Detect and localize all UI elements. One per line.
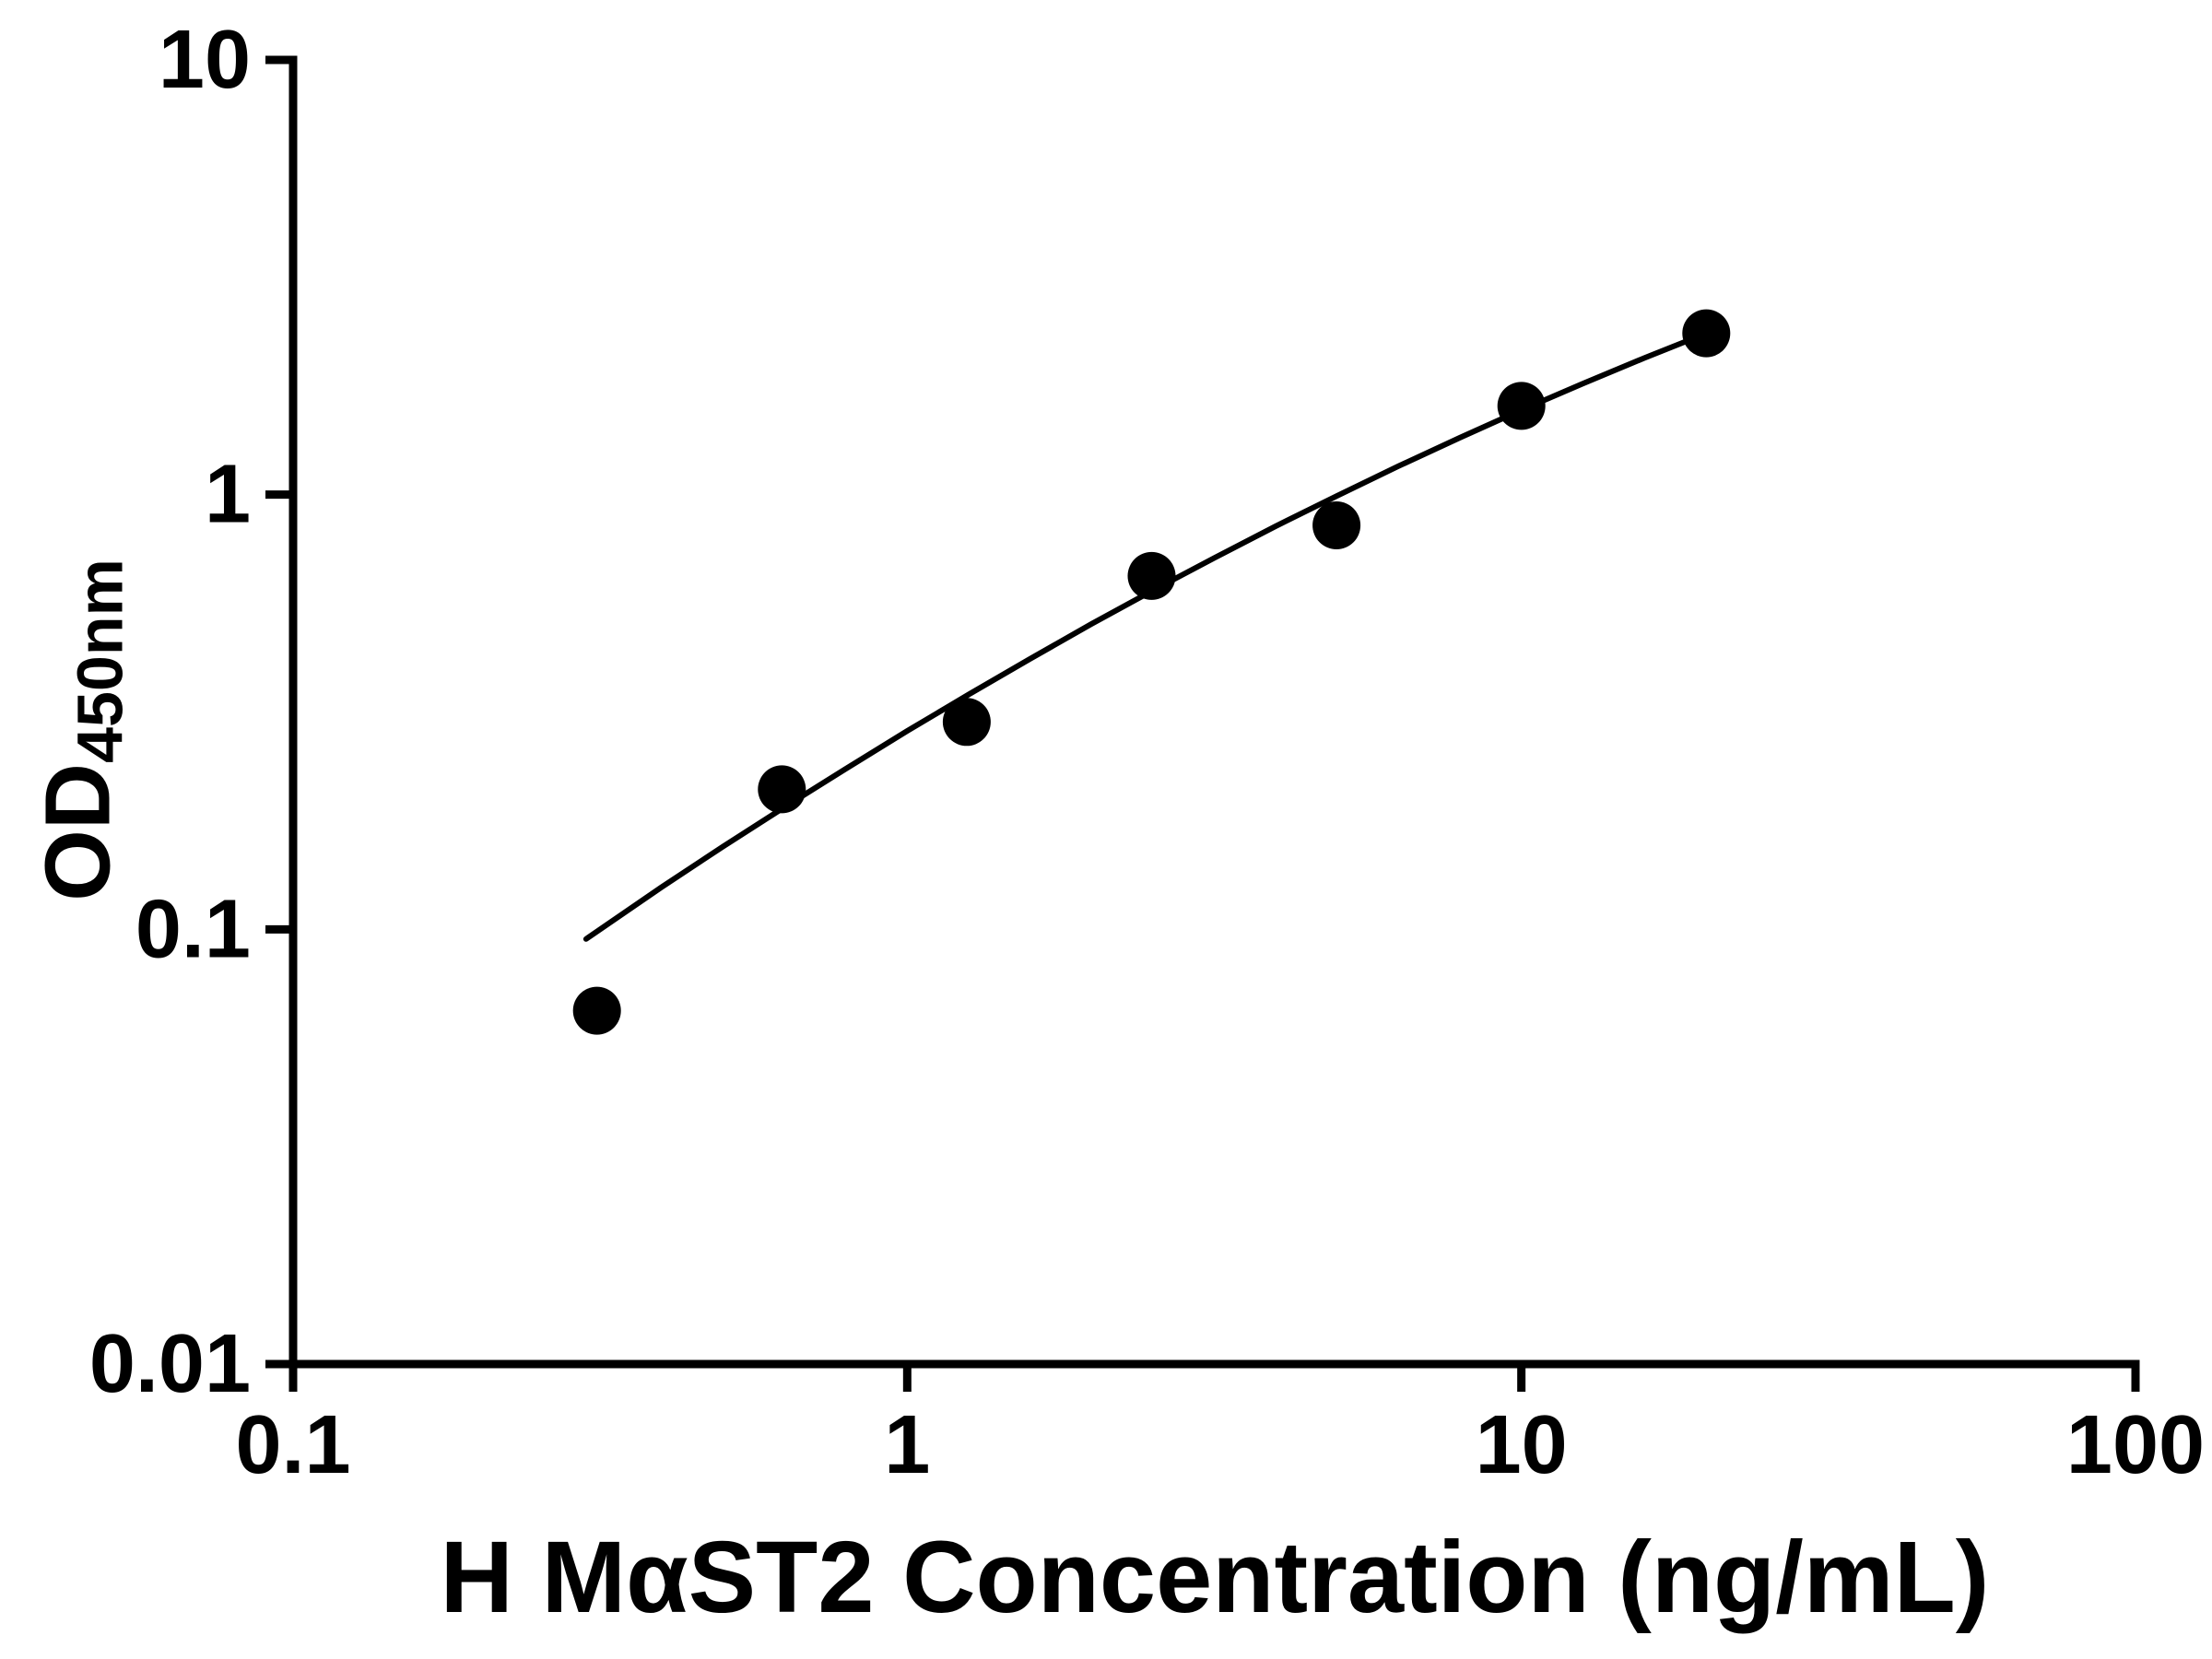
x-tick-label: 10 — [1476, 1399, 1568, 1491]
x-tick-label: 0.1 — [235, 1399, 350, 1491]
x-axis-title: H MαST2 Concentration (ng/mL) — [440, 1521, 1990, 1634]
data-point — [1312, 501, 1361, 549]
y-axis-title: OD450nm — [26, 559, 136, 901]
y-tick-label: 0.01 — [89, 1318, 251, 1410]
data-point — [572, 986, 621, 1035]
data-point — [1497, 382, 1546, 430]
data-point — [942, 698, 991, 747]
y-tick-label: 10 — [159, 14, 251, 106]
fit-curve — [582, 330, 1710, 942]
y-tick-label: 0.1 — [135, 883, 251, 975]
x-tick-label: 100 — [2066, 1399, 2205, 1491]
y-tick-label: 1 — [205, 449, 251, 541]
data-point — [1127, 551, 1176, 600]
y-axis-title-subscript: 450nm — [64, 559, 136, 763]
x-tick-label: 1 — [884, 1399, 930, 1491]
data-point — [1682, 309, 1731, 358]
axes — [288, 55, 2140, 1369]
y-axis-title-main: OD — [26, 762, 130, 901]
data-point — [758, 765, 806, 814]
